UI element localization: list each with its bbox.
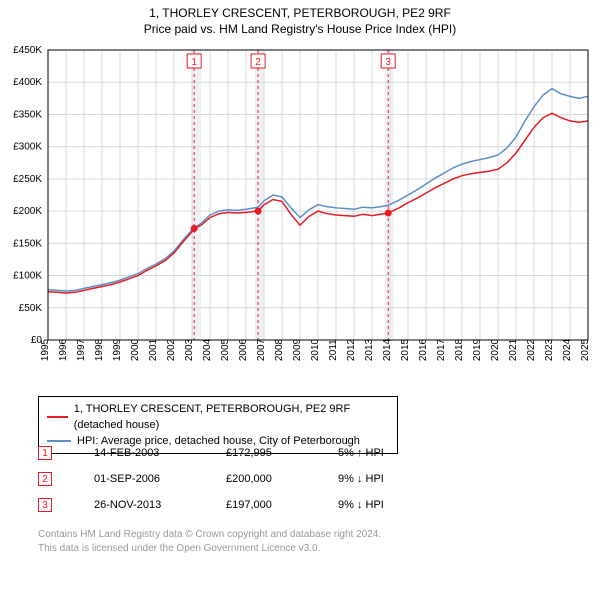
- svg-text:2024: 2024: [562, 338, 573, 361]
- annotation-date: 26-NOV-2013: [94, 499, 184, 511]
- svg-text:1999: 1999: [112, 338, 123, 361]
- svg-text:2016: 2016: [418, 338, 429, 361]
- legend-swatch: [47, 416, 68, 418]
- svg-text:2007: 2007: [256, 338, 267, 361]
- svg-text:2008: 2008: [274, 338, 285, 361]
- annotation-price: £197,000: [226, 499, 296, 511]
- chart-svg: £0£50K£100K£150K£200K£250K£300K£350K£400…: [0, 44, 600, 388]
- svg-text:1997: 1997: [76, 338, 87, 361]
- svg-text:2022: 2022: [526, 338, 537, 361]
- legend-label: 1, THORLEY CRESCENT, PETERBOROUGH, PE2 9…: [74, 401, 389, 433]
- annotation-marker: 2: [38, 472, 52, 486]
- svg-text:1: 1: [191, 57, 197, 68]
- svg-text:2011: 2011: [328, 339, 339, 361]
- svg-text:2003: 2003: [184, 338, 195, 361]
- page-subtitle: Price paid vs. HM Land Registry's House …: [0, 22, 600, 36]
- annotation-marker: 1: [38, 446, 52, 460]
- svg-text:£250K: £250K: [13, 174, 42, 185]
- annotation-diff: 9% ↓ HPI: [338, 473, 428, 485]
- svg-text:£150K: £150K: [13, 238, 42, 249]
- svg-text:2020: 2020: [490, 338, 501, 361]
- svg-text:1996: 1996: [58, 338, 69, 361]
- svg-text:2018: 2018: [454, 338, 465, 361]
- svg-text:£200K: £200K: [13, 206, 42, 217]
- annotation-row: 3 26-NOV-2013 £197,000 9% ↓ HPI: [38, 492, 428, 518]
- annotation-date: 01-SEP-2006: [94, 473, 184, 485]
- svg-text:1995: 1995: [40, 338, 51, 361]
- svg-text:1998: 1998: [94, 338, 105, 361]
- svg-text:2005: 2005: [220, 338, 231, 361]
- annotation-marker: 3: [38, 498, 52, 512]
- svg-text:£50K: £50K: [19, 303, 43, 314]
- svg-text:2021: 2021: [508, 338, 519, 361]
- svg-text:£400K: £400K: [13, 77, 42, 88]
- svg-text:3: 3: [385, 57, 391, 68]
- svg-text:2012: 2012: [346, 338, 357, 361]
- footer-line: This data is licensed under the Open Gov…: [38, 542, 381, 556]
- svg-text:2013: 2013: [364, 338, 375, 361]
- annotation-diff: 9% ↓ HPI: [338, 499, 428, 511]
- annotation-date: 14-FEB-2003: [94, 447, 184, 459]
- legend-item: 1, THORLEY CRESCENT, PETERBOROUGH, PE2 9…: [47, 401, 389, 433]
- annotation-table: 1 14-FEB-2003 £172,995 5% ↑ HPI 2 01-SEP…: [38, 440, 428, 518]
- footer-line: Contains HM Land Registry data © Crown c…: [38, 528, 381, 542]
- svg-text:2002: 2002: [166, 338, 177, 361]
- footer: Contains HM Land Registry data © Crown c…: [38, 528, 381, 556]
- svg-text:£100K: £100K: [13, 271, 42, 282]
- svg-text:2023: 2023: [544, 338, 555, 361]
- svg-text:2015: 2015: [400, 338, 411, 361]
- svg-text:2009: 2009: [292, 338, 303, 361]
- svg-text:2014: 2014: [382, 338, 393, 361]
- annotation-price: £200,000: [226, 473, 296, 485]
- svg-text:2000: 2000: [130, 338, 141, 361]
- svg-text:2019: 2019: [472, 338, 483, 361]
- annotation-row: 1 14-FEB-2003 £172,995 5% ↑ HPI: [38, 440, 428, 466]
- svg-text:2010: 2010: [310, 338, 321, 361]
- svg-text:2025: 2025: [580, 338, 591, 361]
- svg-text:£300K: £300K: [13, 142, 42, 153]
- annotation-row: 2 01-SEP-2006 £200,000 9% ↓ HPI: [38, 466, 428, 492]
- annotation-diff: 5% ↑ HPI: [338, 447, 428, 459]
- svg-text:£450K: £450K: [13, 45, 42, 56]
- svg-text:2004: 2004: [202, 338, 213, 361]
- annotation-price: £172,995: [226, 447, 296, 459]
- page-title: 1, THORLEY CRESCENT, PETERBOROUGH, PE2 9…: [0, 6, 600, 20]
- svg-text:2001: 2001: [148, 338, 159, 361]
- svg-text:£350K: £350K: [13, 109, 42, 120]
- svg-text:2006: 2006: [238, 338, 249, 361]
- svg-text:2017: 2017: [436, 338, 447, 361]
- chart-area: £0£50K£100K£150K£200K£250K£300K£350K£400…: [0, 44, 600, 388]
- svg-text:2: 2: [255, 57, 261, 68]
